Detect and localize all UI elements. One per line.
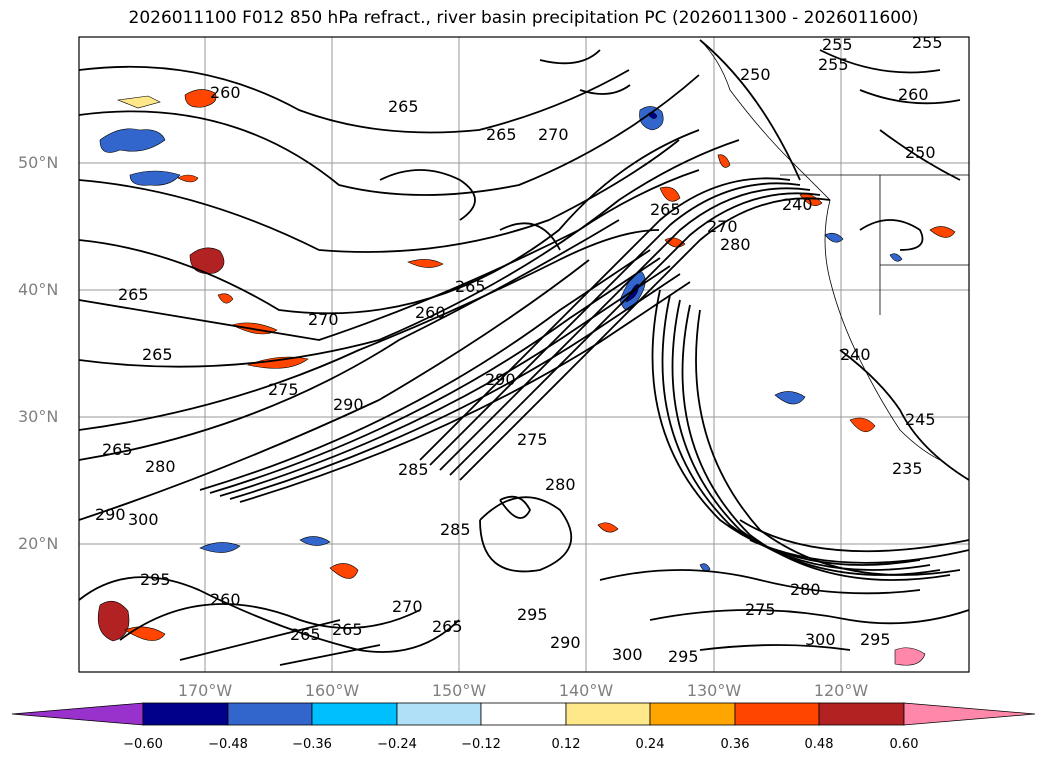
gridlines <box>79 37 969 672</box>
map-frame <box>78 36 970 673</box>
colorbar-tick: −0.48 <box>208 737 248 752</box>
contour-label: 265 <box>486 125 517 144</box>
contour-label: 270 <box>707 217 738 236</box>
colorbar-segment <box>311 702 398 726</box>
contour-label: 270 <box>392 597 423 616</box>
lon-label-130w: 130°W <box>686 681 742 700</box>
contour-label: 250 <box>905 143 936 162</box>
contour-label: 290 <box>485 370 516 389</box>
refractivity-contours <box>78 39 970 666</box>
colorbar-tick: 0.48 <box>804 737 834 752</box>
colorbar-tick: −0.24 <box>377 737 417 752</box>
contour-label: 265 <box>455 277 486 296</box>
contour-label: 285 <box>440 520 471 539</box>
contour-label: 290 <box>333 395 364 414</box>
contour-label: 265 <box>432 617 463 636</box>
contour-label: 265 <box>142 345 173 364</box>
contour-label: 275 <box>268 380 299 399</box>
colorbar-tick: 0.24 <box>635 737 665 752</box>
colorbar-segment <box>818 702 905 726</box>
colorbar-segment <box>734 702 820 726</box>
contour-label: 235 <box>892 459 923 478</box>
contour-label: 260 <box>898 85 929 104</box>
contour-label: 255 <box>818 55 849 74</box>
contour-label: 265 <box>650 200 681 219</box>
lat-label-30n: 30°N <box>18 407 59 426</box>
lat-label-20n: 20°N <box>18 534 59 553</box>
colorbar-segment <box>649 702 736 726</box>
colorbar-tick: 0.36 <box>720 737 750 752</box>
map-background <box>79 37 969 672</box>
contour-label: 250 <box>740 65 771 84</box>
colorbar-segment <box>396 702 482 726</box>
contour-label: 295 <box>668 647 699 666</box>
contour-label: 255 <box>822 35 853 54</box>
contour-label: 255 <box>912 33 943 52</box>
contour-label: 270 <box>308 310 339 329</box>
contour-label: 265 <box>388 97 419 116</box>
contour-label: 275 <box>517 430 548 449</box>
contour-label: 280 <box>545 475 576 494</box>
contour-label: 275 <box>745 600 776 619</box>
contour-label: 240 <box>840 345 871 364</box>
lon-label-150w: 150°W <box>431 681 487 700</box>
colorbar-tick: 0.12 <box>551 737 581 752</box>
contour-label: 285 <box>398 460 429 479</box>
contour-label: 260 <box>210 83 241 102</box>
contour-label: 280 <box>790 580 821 599</box>
contour-label: 265 <box>102 440 133 459</box>
coastline <box>699 39 969 461</box>
colorbar <box>11 702 1036 726</box>
contour-label: 290 <box>95 505 126 524</box>
contour-label: 300 <box>612 645 643 664</box>
contour-label: 245 <box>905 410 936 429</box>
lon-label-120w: 120°W <box>813 681 869 700</box>
contour-label: 265 <box>290 625 321 644</box>
contour-label: 295 <box>517 605 548 624</box>
colorbar-segment <box>480 702 567 726</box>
colorbar-segment <box>142 702 229 726</box>
contour-label: 290 <box>550 633 581 652</box>
colorbar-tick: −0.12 <box>461 737 501 752</box>
contour-label: 295 <box>140 570 171 589</box>
contour-label: 280 <box>720 235 751 254</box>
colorbar-tick: 0.60 <box>889 737 919 752</box>
contour-label: 265 <box>118 285 149 304</box>
chart-title: 2026011100 F012 850 hPa refract., river … <box>128 8 919 28</box>
lat-label-50n: 50°N <box>18 153 59 172</box>
contour-label: 300 <box>128 510 159 529</box>
precip-patches <box>97 89 956 666</box>
colorbar-extend-high <box>903 702 1036 726</box>
lon-label-170w: 170°W <box>177 681 233 700</box>
colorbar-segment <box>565 702 651 726</box>
lat-label-40n: 40°N <box>18 280 59 299</box>
colorbar-tick: −0.36 <box>292 737 332 752</box>
contour-label: 265 <box>332 620 363 639</box>
lon-label-160w: 160°W <box>304 681 360 700</box>
contour-label: 295 <box>860 630 891 649</box>
contour-label-group: 255 255 255 260 265 270 265 265 270 260 … <box>95 33 943 666</box>
contour-label: 270 <box>538 125 569 144</box>
contour-label: 240 <box>782 195 813 214</box>
contour-label: 260 <box>210 590 241 609</box>
lon-label-140w: 140°W <box>558 681 614 700</box>
colorbar-tick: −0.60 <box>123 737 163 752</box>
colorbar-segment <box>227 702 313 726</box>
contour-label: 300 <box>805 630 836 649</box>
contour-label: 280 <box>145 457 176 476</box>
colorbar-extend-low <box>11 702 144 726</box>
contour-label: 260 <box>415 303 446 322</box>
